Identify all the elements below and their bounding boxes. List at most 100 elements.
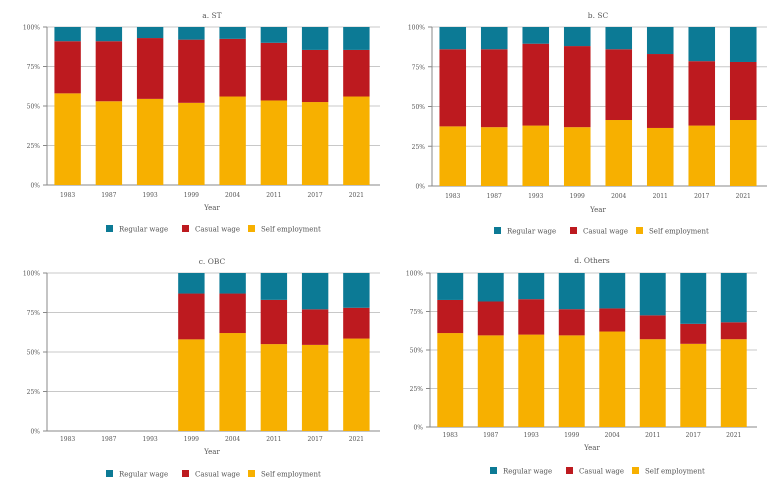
x-tick-label: 2021 [726,432,741,439]
bar-casual-wage-1999 [563,46,591,128]
legend-swatch [248,225,255,232]
bar-regular-wage-2004 [219,273,246,294]
x-axis-label: Year [203,448,220,456]
legend-swatch [570,227,577,234]
x-tick-label: 1987 [483,432,498,439]
legend-label: Regular wage [507,228,556,236]
bar-regular-wage-2021 [343,27,370,50]
x-axis-label: Year [583,444,600,452]
bar-self-employment-2021 [720,339,747,427]
legend-label: Self employment [261,226,321,234]
x-tick-label: 2021 [736,193,751,200]
bar-regular-wage-1983 [439,27,467,50]
legend-swatch [248,470,255,477]
bar-casual-wage-2004 [599,308,626,332]
x-tick-label: 2011 [266,436,281,443]
x-tick-label: 2004 [225,192,240,199]
bar-regular-wage-2017 [301,273,329,310]
chart-title: a. ST [202,11,221,20]
legend-label: Self employment [645,468,705,476]
x-tick-label: 1983 [60,436,75,443]
bar-casual-wage-1993 [522,43,550,126]
bar-self-employment-2011 [639,339,666,427]
x-tick-label: 2017 [686,432,701,439]
bar-regular-wage-1993 [136,27,164,39]
x-tick-label: 1993 [528,193,543,200]
y-tick-label: 75% [412,64,426,71]
bar-casual-wage-1993 [518,299,545,335]
bar-self-employment-2004 [599,331,626,427]
x-tick-label: 1987 [487,193,502,200]
legend-label: Casual wage [195,226,240,234]
bar-self-employment-2017 [301,344,329,431]
legend-swatch [106,225,113,232]
bar-self-employment-1993 [522,125,550,186]
y-tick-label: 0% [30,429,40,436]
x-tick-label: 1999 [184,436,199,443]
y-tick-label: 0% [30,183,40,190]
x-tick-label: 1987 [101,192,116,199]
y-tick-label: 25% [412,144,426,151]
bar-self-employment-2004 [219,333,246,431]
bar-self-employment-2011 [260,100,288,185]
bar-casual-wage-1983 [439,49,467,127]
bar-casual-wage-1999 [178,293,205,340]
bar-casual-wage-2011 [260,299,288,345]
bar-casual-wage-2017 [301,49,329,103]
bar-self-employment-1983 [54,93,81,185]
legend-swatch [182,225,189,232]
x-tick-label: 2011 [266,192,281,199]
legend-label: Casual wage [579,468,624,476]
bar-regular-wage-1987 [477,273,504,302]
bar-self-employment-1993 [136,98,164,185]
y-tick-label: 75% [27,310,41,317]
y-tick-label: 75% [27,64,41,71]
bar-regular-wage-1987 [95,27,123,42]
x-tick-label: 1983 [445,193,460,200]
legend: Regular wage Casual wage Self employment [106,225,321,234]
y-tick-label: 50% [27,104,41,111]
x-tick-label: 1999 [570,193,585,200]
bar-self-employment-2017 [688,125,716,186]
bar-self-employment-1999 [563,127,591,186]
x-tick-label: 2021 [349,436,364,443]
bar-self-employment-2011 [260,344,288,431]
bar-casual-wage-1983 [437,299,464,334]
bar-casual-wage-2011 [639,315,666,340]
x-tick-label: 1983 [60,192,75,199]
bar-regular-wage-1999 [563,27,591,47]
bar-self-employment-2021 [343,338,370,431]
y-tick-label: 100% [23,25,40,32]
bar-regular-wage-2004 [605,27,633,50]
y-tick-label: 0% [413,425,423,432]
bar-casual-wage-1999 [178,39,205,103]
bar-self-employment-1987 [480,127,508,186]
x-axis-label: Year [203,204,220,212]
bar-self-employment-2021 [343,96,370,185]
legend-label: Casual wage [195,471,240,479]
x-tick-label: 1983 [443,432,458,439]
bar-casual-wage-2017 [680,323,707,344]
chart-title: c. OBC [199,257,226,266]
bar-casual-wage-2021 [720,322,747,340]
bar-self-employment-2021 [729,120,757,186]
x-tick-label: 2011 [653,193,668,200]
bar-casual-wage-2017 [301,309,329,345]
bar-self-employment-2011 [646,127,674,186]
legend: Regular wage Casual wage Self employment [106,470,321,479]
x-tick-label: 2017 [307,436,322,443]
y-tick-label: 100% [23,271,40,278]
y-tick-label: 25% [27,389,41,396]
bar-regular-wage-2021 [343,273,370,308]
bar-regular-wage-1983 [437,273,464,300]
legend-label: Regular wage [119,471,168,479]
bar-self-employment-1987 [477,335,504,427]
x-tick-label: 2011 [645,432,660,439]
bar-casual-wage-1987 [477,301,504,336]
bar-regular-wage-2021 [729,27,757,62]
bar-regular-wage-1993 [518,273,545,300]
legend-label: Regular wage [119,226,168,234]
bar-casual-wage-1983 [54,41,81,94]
x-tick-label: 2004 [605,432,620,439]
x-tick-label: 1993 [524,432,539,439]
